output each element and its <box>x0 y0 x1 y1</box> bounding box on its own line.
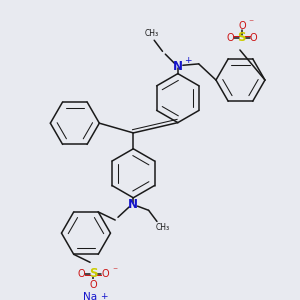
Text: N: N <box>173 60 183 73</box>
Text: O: O <box>101 269 109 279</box>
Text: +: + <box>184 56 191 65</box>
Text: CH₃: CH₃ <box>155 223 170 232</box>
Text: N: N <box>128 198 138 211</box>
Text: O: O <box>77 269 85 279</box>
Text: S: S <box>238 32 246 44</box>
Text: O: O <box>226 33 234 43</box>
Text: O: O <box>89 280 97 290</box>
Text: CH₃: CH₃ <box>144 29 158 38</box>
Text: Na: Na <box>83 292 97 300</box>
Text: +: + <box>100 292 108 300</box>
Text: ⁻: ⁻ <box>248 18 253 28</box>
Text: S: S <box>89 267 97 280</box>
Text: O: O <box>238 21 246 31</box>
Text: O: O <box>250 33 257 43</box>
Text: ⁻: ⁻ <box>112 266 117 277</box>
